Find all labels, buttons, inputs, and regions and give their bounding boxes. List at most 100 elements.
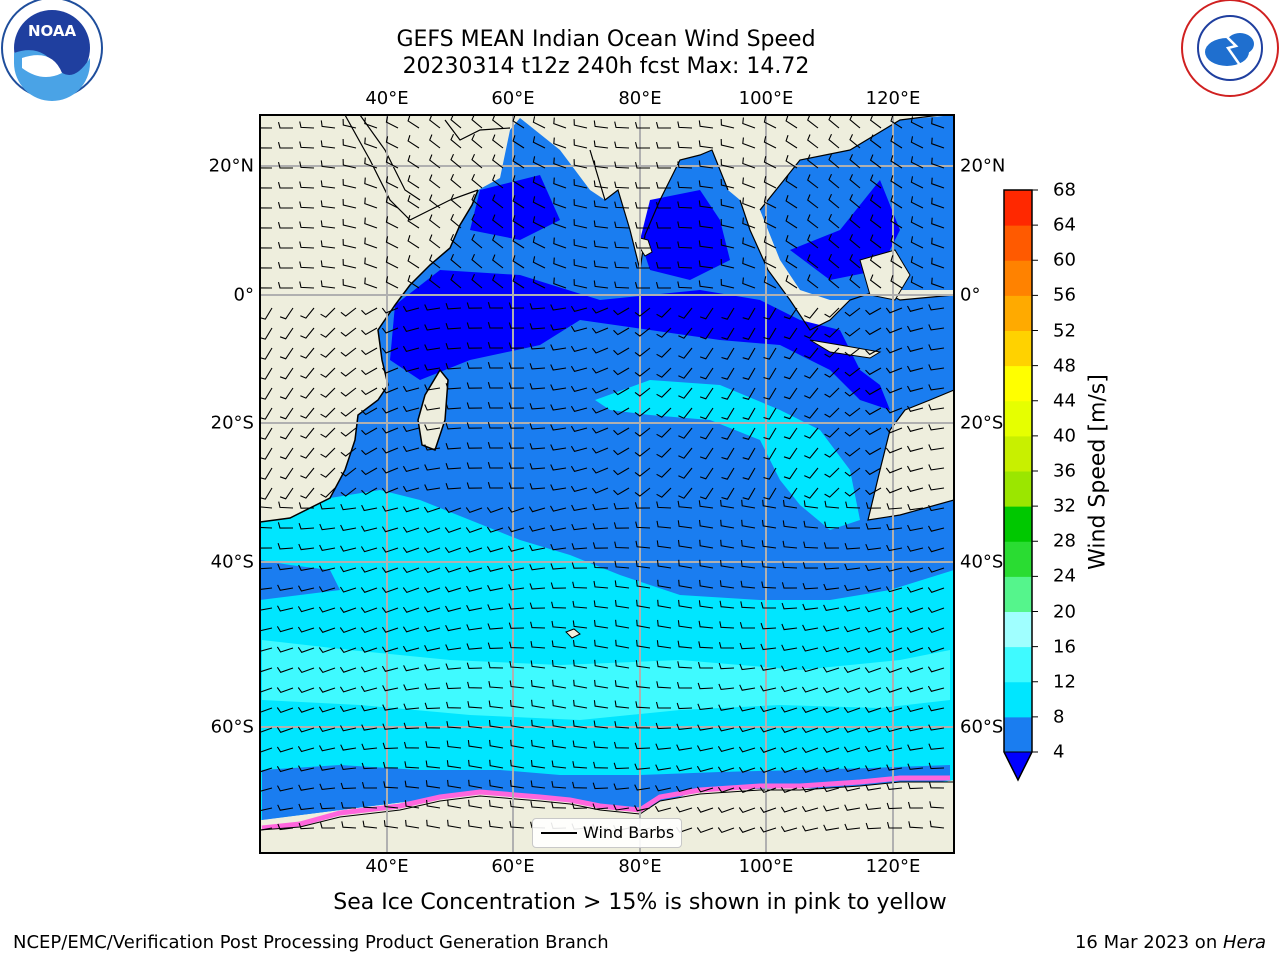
wind-barb [340,487,357,497]
wind-barb [300,307,315,319]
wind-barb [613,467,630,476]
wind-barb [807,234,819,249]
wind-barb [429,154,441,169]
wind-barb [593,700,609,709]
credit-text: NCEP/EMC/Verification Post Processing Pr… [13,932,609,953]
wind-barb [742,217,756,229]
wind-barb [445,383,462,390]
wind-barb [910,116,924,129]
wind-barb [402,547,420,553]
wind-barb [828,173,840,189]
wind-barb [824,327,840,338]
wind-barb [381,307,399,314]
wind-barb [471,115,483,129]
wind-barb [318,706,336,713]
wind-barb [593,160,609,169]
wind-barb [802,624,819,631]
wind-barb [423,506,441,513]
wind-barb [828,193,840,209]
wind-barb [488,820,504,829]
wind-barb [718,642,734,649]
wind-barb [571,562,588,569]
wind-barb [532,256,546,269]
wind-barb [508,302,525,309]
wind-barb [928,424,945,431]
wind-barb [532,156,546,169]
wind-barb [699,407,714,420]
wind-barb [445,343,462,350]
wind-barb [931,177,945,189]
wind-barb [361,762,378,770]
wind-barb [260,287,273,289]
wind-barb [615,639,630,649]
wind-barb [573,179,588,189]
wind-barb [698,500,714,509]
wind-barb [407,195,420,209]
wind-barb [279,307,294,320]
wind-barb [761,540,777,549]
wind-barb [614,599,630,609]
wind-barb [550,424,567,431]
wind-barb [927,685,945,692]
wind-barb [890,215,903,229]
wind-barb [508,622,525,629]
wind-barb [260,567,273,570]
top-lon-label: 60°E [491,88,535,109]
wind-barb [591,327,609,334]
wind-barb [910,236,924,249]
wind-barb [402,385,420,393]
wind-barb [300,387,315,399]
wind-barb [508,482,525,489]
wind-barb [807,274,819,289]
wind-barb [276,626,294,633]
wind-barb [402,305,420,313]
wind-barb [402,465,420,473]
top-lon-label: 80°E [618,88,662,109]
wind-barb [450,193,462,209]
wind-barb [885,647,903,654]
wind-barb [450,173,462,189]
wind-barb [865,585,882,592]
wind-barb [529,343,546,350]
wind-barb [492,134,504,149]
wind-barb [656,347,672,358]
wind-barb [823,542,840,549]
top-lon-label: 120°E [865,88,921,109]
wind-barb [551,760,567,769]
wind-barb [906,705,924,713]
left-lat-label: 20°S [210,412,254,434]
wind-barb [407,135,420,149]
wind-barb [591,487,609,494]
wind-barb [320,447,336,458]
wind-barb [466,362,483,369]
wind-barb [402,506,420,513]
wind-barb [260,547,273,549]
wind-barb [927,627,945,634]
wind-barb [405,819,420,829]
left-lat-label: 40°S [210,551,254,573]
colorbar-segment [1004,190,1032,226]
wind-barb [300,367,315,379]
wind-barb [865,822,882,830]
wind-barb [279,467,294,480]
wind-barb [407,115,420,129]
wind-barb [297,687,315,694]
coastline-east-africa [260,189,479,523]
wind-barb [487,642,504,649]
wind-barb [383,781,399,789]
wind-barb [845,501,861,509]
wind-barb [635,521,651,529]
wind-barb [885,427,903,434]
wind-barb [782,520,798,529]
wind-barb [655,764,672,771]
wind-barb [424,664,441,671]
wind-barb [717,746,735,753]
wind-barb [865,467,882,476]
wind-barb [444,547,462,554]
wind-barb [698,260,714,269]
wind-barb [320,280,336,289]
wind-barb [849,194,861,209]
wind-barb [340,801,357,809]
wind-barb [928,344,945,351]
wind-barb [429,274,441,289]
